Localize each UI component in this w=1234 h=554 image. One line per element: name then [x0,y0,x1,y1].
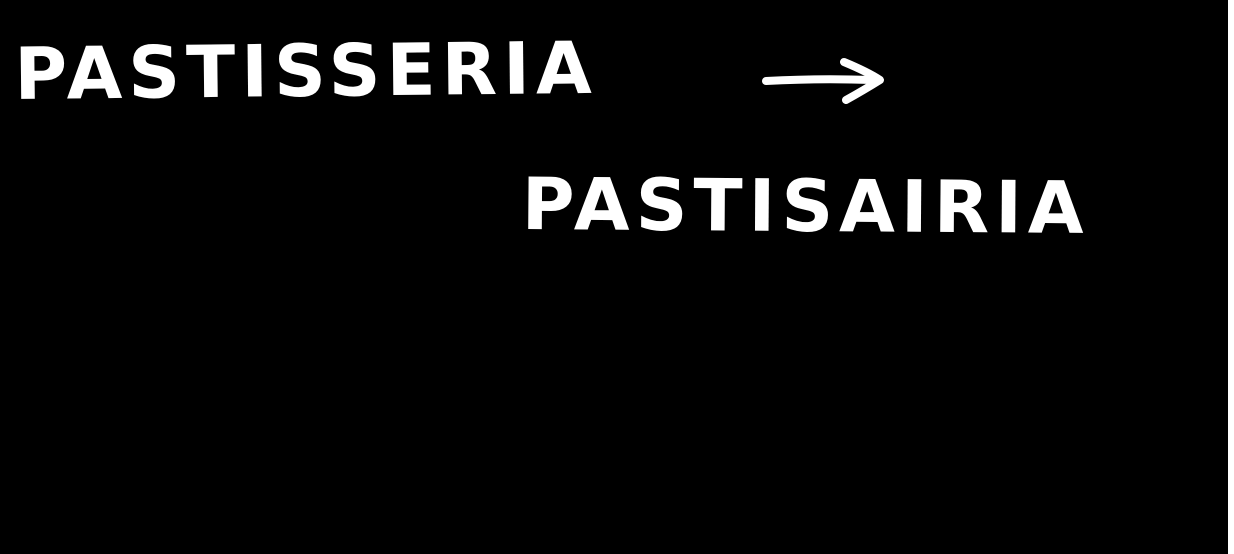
original-word: PASTISSERIA [13,25,599,116]
image-edge [1228,0,1234,554]
arrow-shaft [762,75,876,85]
right-arrow-icon [762,58,884,104]
respelled-word: PASTISAIRIA [521,162,1090,250]
arrow-head [840,58,884,104]
